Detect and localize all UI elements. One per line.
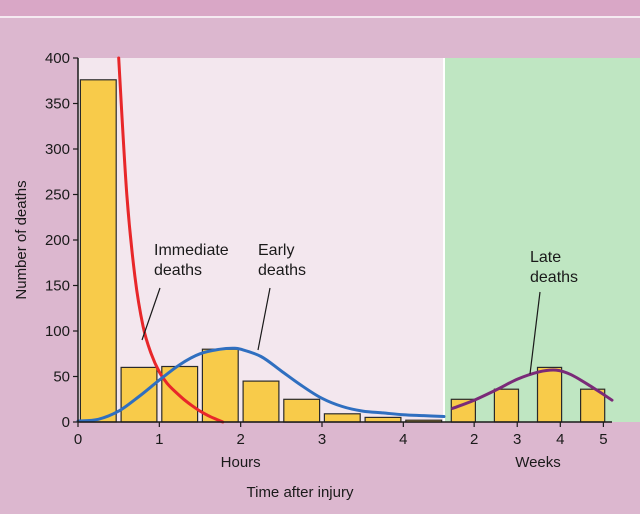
y-tick-label-200: 200 xyxy=(45,232,70,249)
x-tick-label-weeks-4: 4 xyxy=(556,431,564,448)
y-tick-label-300: 300 xyxy=(45,141,70,158)
immediate-deaths-annotation-line-0: Immediate xyxy=(154,242,229,259)
annotations: Immediate deaths Early deaths Late deaths xyxy=(141,242,578,375)
x-tick-label-weeks-2: 2 xyxy=(470,431,478,448)
figure-border-line xyxy=(0,16,640,18)
early-deaths-annotation-line-0: Early xyxy=(258,242,294,259)
bar-hours-5 xyxy=(283,398,321,423)
y-tick-label-50: 50 xyxy=(53,369,70,386)
y-tick-label-350: 350 xyxy=(45,96,70,113)
immediate-deaths-annotation-pointer xyxy=(141,287,161,341)
late-deaths-annotation-line-0: Late xyxy=(530,249,561,266)
bar-hours-6 xyxy=(323,413,361,423)
immediate-deaths-annotation-line-1: deaths xyxy=(154,262,202,279)
x-tick-label-hours-3: 3 xyxy=(318,431,326,448)
late-deaths-annotation-line-1: deaths xyxy=(530,269,578,286)
hours-panel xyxy=(78,58,444,422)
x-tick-label-weeks-3: 3 xyxy=(513,431,521,448)
late-deaths-line xyxy=(451,368,614,410)
bar-weeks-10 xyxy=(493,388,520,423)
bar-hours-4 xyxy=(242,380,280,423)
bar-hours-0 xyxy=(79,79,117,423)
bar-hours-3 xyxy=(201,348,239,423)
y-tick-label-0: 0 xyxy=(62,414,70,431)
immediate-deaths-line xyxy=(117,56,225,424)
y-tick-label-100: 100 xyxy=(45,323,70,340)
x-axis-title: Time after injury xyxy=(247,484,354,501)
x-segment-label-hours: Hours xyxy=(221,454,261,471)
y-tick-label-250: 250 xyxy=(45,187,70,204)
x-tick-label-hours-0: 0 xyxy=(74,431,82,448)
bar-weeks-11 xyxy=(536,366,563,423)
plot-panels xyxy=(78,58,640,422)
early-deaths-annotation-line-1: deaths xyxy=(258,262,306,279)
late-deaths-annotation-pointer xyxy=(529,291,541,375)
y-tick-label-150: 150 xyxy=(45,278,70,295)
x-tick-label-hours-2: 2 xyxy=(236,431,244,448)
x-tick-label-hours-4: 4 xyxy=(399,431,407,448)
x-segment-label-weeks: Weeks xyxy=(515,454,561,471)
early-deaths-line xyxy=(76,346,446,423)
series-lines xyxy=(76,56,614,424)
weeks-panel xyxy=(444,58,640,422)
early-deaths-annotation-pointer xyxy=(257,287,271,351)
y-axis-title: Number of deaths xyxy=(13,180,30,299)
x-tick-label-hours-1: 1 xyxy=(155,431,163,448)
y-tick-label-400: 400 xyxy=(45,50,70,67)
x-tick-label-weeks-5: 5 xyxy=(599,431,607,448)
figure-border-top xyxy=(0,0,640,16)
